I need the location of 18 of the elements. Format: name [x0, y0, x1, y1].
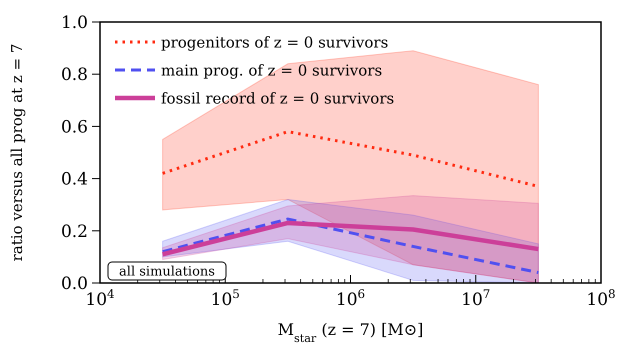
x-tick-label: 10$^{6}$ [336, 287, 366, 310]
y-axis-title: ratio versus all prog at z = 7 [8, 44, 26, 262]
y-tick-label: 1.0 [60, 12, 88, 33]
legend-label: fossil record of z = 0 survivors [161, 89, 394, 108]
x-tick-label: 10$^{5}$ [210, 287, 240, 310]
x-tick-label: 10$^{4}$ [85, 287, 115, 310]
legend-label: main prog. of z = 0 survivors [161, 61, 382, 80]
y-tick-label: 0.4 [60, 170, 88, 190]
y-tick-label: 0.2 [60, 222, 88, 242]
y-tick-label: 0.8 [60, 65, 88, 86]
annotation: all simulations [119, 264, 215, 280]
legend-label: progenitors of z = 0 survivors [161, 33, 388, 52]
x-tick-label: 10$^{8}$ [586, 287, 616, 310]
line-series [160, 220, 541, 257]
x-axis-title: M$_{star}$ (z = 7) [M⊙] [278, 320, 424, 343]
y-tick-label: 0.0 [60, 274, 88, 294]
y-tick-label: 0.6 [60, 117, 88, 138]
x-tick-label: 10$^{7}$ [461, 287, 490, 310]
